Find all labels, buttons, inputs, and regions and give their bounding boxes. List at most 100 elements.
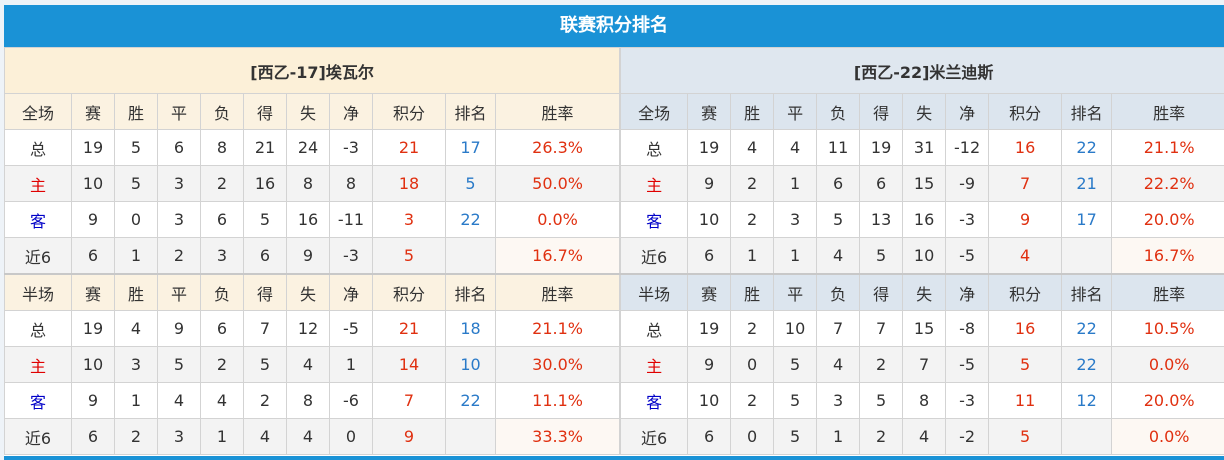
stat-cell: 11 xyxy=(816,129,861,166)
table-row: 近6 6 2 3 1 4 4 0 9 33.3% xyxy=(4,418,621,455)
points-cell: 16 xyxy=(988,310,1063,347)
stat-cell: 6 xyxy=(243,237,287,275)
stat-cell: 10 xyxy=(902,237,947,275)
stat-cell: 5 xyxy=(243,346,287,383)
stat-cell: 5 xyxy=(859,382,904,419)
rank-cell xyxy=(445,237,496,275)
stat-cell: -2 xyxy=(945,418,990,455)
win-rate-cell: 21.1% xyxy=(494,310,621,347)
stat-cell: 2 xyxy=(730,165,775,202)
stat-cell: 3 xyxy=(157,201,201,238)
stat-cell: 12 xyxy=(286,310,330,347)
table-row: 近6 6 1 2 3 6 9 -3 5 16.7% xyxy=(4,237,621,275)
column-header: 胜 xyxy=(730,273,775,311)
stat-cell: 2 xyxy=(859,346,904,383)
stat-cell: 16 xyxy=(243,165,287,202)
stat-cell: 4 xyxy=(730,129,775,166)
table-row: 主 10 3 5 2 5 4 1 14 10 30.0% xyxy=(4,346,621,383)
rank-cell xyxy=(1061,237,1113,275)
stat-cell: 31 xyxy=(902,129,947,166)
row-label: 总 xyxy=(4,310,72,347)
points-cell: 4 xyxy=(988,237,1063,275)
column-header: 胜 xyxy=(114,93,158,130)
stat-cell: 10 xyxy=(687,382,732,419)
column-header: 积分 xyxy=(372,93,446,130)
stat-cell: 9 xyxy=(687,165,732,202)
stat-cell: 8 xyxy=(329,165,373,202)
row-label: 客 xyxy=(620,201,689,238)
stat-cell: 0 xyxy=(730,418,775,455)
stat-cell: 2 xyxy=(730,201,775,238)
table-row: 近6 6 0 5 1 2 4 -2 5 0.0% xyxy=(620,418,1224,455)
stat-cell: 8 xyxy=(200,129,244,166)
column-header: 平 xyxy=(157,93,201,130)
stat-cell: -5 xyxy=(945,346,990,383)
stat-cell: 3 xyxy=(816,382,861,419)
row-label: 总 xyxy=(620,310,689,347)
stat-cell: 1 xyxy=(816,418,861,455)
points-cell: 16 xyxy=(988,129,1063,166)
stat-cell: 19 xyxy=(687,310,732,347)
stat-cell: 5 xyxy=(114,129,158,166)
points-cell: 21 xyxy=(372,129,446,166)
stat-cell: 4 xyxy=(816,346,861,383)
stat-cell: 3 xyxy=(157,418,201,455)
points-cell: 18 xyxy=(372,165,446,202)
table-row: 总 19 2 10 7 7 15 -8 16 22 10.5% xyxy=(620,310,1224,347)
stat-cell: 2 xyxy=(114,418,158,455)
away-team-table: [西乙-22]米兰迪斯 全场赛胜平负得失净积分 排名 胜率总 19 4 4 11 19 31 -12… xyxy=(620,47,1224,455)
stat-cell: 10 xyxy=(71,346,115,383)
row-label: 近6 xyxy=(620,418,689,455)
column-header: 净 xyxy=(329,93,373,130)
stat-cell: 9 xyxy=(286,237,330,275)
column-header: 平 xyxy=(773,93,818,130)
column-header: 积分 xyxy=(372,273,446,311)
stat-cell: 5 xyxy=(114,165,158,202)
column-header: 排名 xyxy=(1061,273,1113,311)
bottom-bar xyxy=(4,456,1224,460)
standings-panel: 联赛积分排名 [西乙-17]埃瓦尔 全场赛胜平负得失净积分 排名 胜率总 19 5 6 8 21… xyxy=(4,5,1224,460)
stat-cell: 10 xyxy=(71,165,115,202)
column-header: 赛 xyxy=(71,93,115,130)
stat-cell: 7 xyxy=(902,346,947,383)
table-row: 近6 6 1 1 4 5 10 -5 4 16.7% xyxy=(620,237,1224,275)
stat-cell: 2 xyxy=(730,382,775,419)
stat-cell: 5 xyxy=(773,346,818,383)
stat-cell: 1 xyxy=(114,237,158,275)
column-header: 赛 xyxy=(687,93,732,130)
column-header: 净 xyxy=(329,273,373,311)
rank-cell: 22 xyxy=(1061,310,1113,347)
row-label: 总 xyxy=(4,129,72,166)
points-cell: 5 xyxy=(372,237,446,275)
column-header: 排名 xyxy=(1061,93,1113,130)
stat-cell: 3 xyxy=(773,201,818,238)
win-rate-cell: 16.7% xyxy=(1111,237,1224,275)
win-rate-cell: 21.1% xyxy=(1111,129,1224,166)
column-header: 负 xyxy=(200,273,244,311)
stat-cell: 4 xyxy=(157,382,201,419)
half-header-row: 半场赛胜平负得失净积分 排名 胜率 xyxy=(4,273,621,311)
table-row: 总 19 4 9 6 7 12 -5 21 18 21.1% xyxy=(4,310,621,347)
rank-cell: 22 xyxy=(1061,129,1113,166)
stat-cell: 2 xyxy=(243,382,287,419)
rank-cell: 10 xyxy=(445,346,496,383)
column-header: 得 xyxy=(859,273,904,311)
stat-cell: 3 xyxy=(114,346,158,383)
stat-cell: 13 xyxy=(859,201,904,238)
stat-cell: -3 xyxy=(945,201,990,238)
stat-cell: 9 xyxy=(687,346,732,383)
stat-cell: 5 xyxy=(859,237,904,275)
column-header: 赛 xyxy=(71,273,115,311)
stat-cell: 4 xyxy=(286,418,330,455)
stat-cell: 4 xyxy=(902,418,947,455)
column-header: 半场 xyxy=(4,273,72,311)
stat-cell: 5 xyxy=(773,418,818,455)
win-rate-cell: 20.0% xyxy=(1111,382,1224,419)
row-label: 总 xyxy=(620,129,689,166)
table-row: 客 10 2 3 5 13 16 -3 9 17 20.0% xyxy=(620,201,1224,238)
stat-cell: 8 xyxy=(286,382,330,419)
stat-cell: 0 xyxy=(329,418,373,455)
points-cell: 5 xyxy=(988,346,1063,383)
row-label: 主 xyxy=(620,165,689,202)
stat-cell: 8 xyxy=(902,382,947,419)
